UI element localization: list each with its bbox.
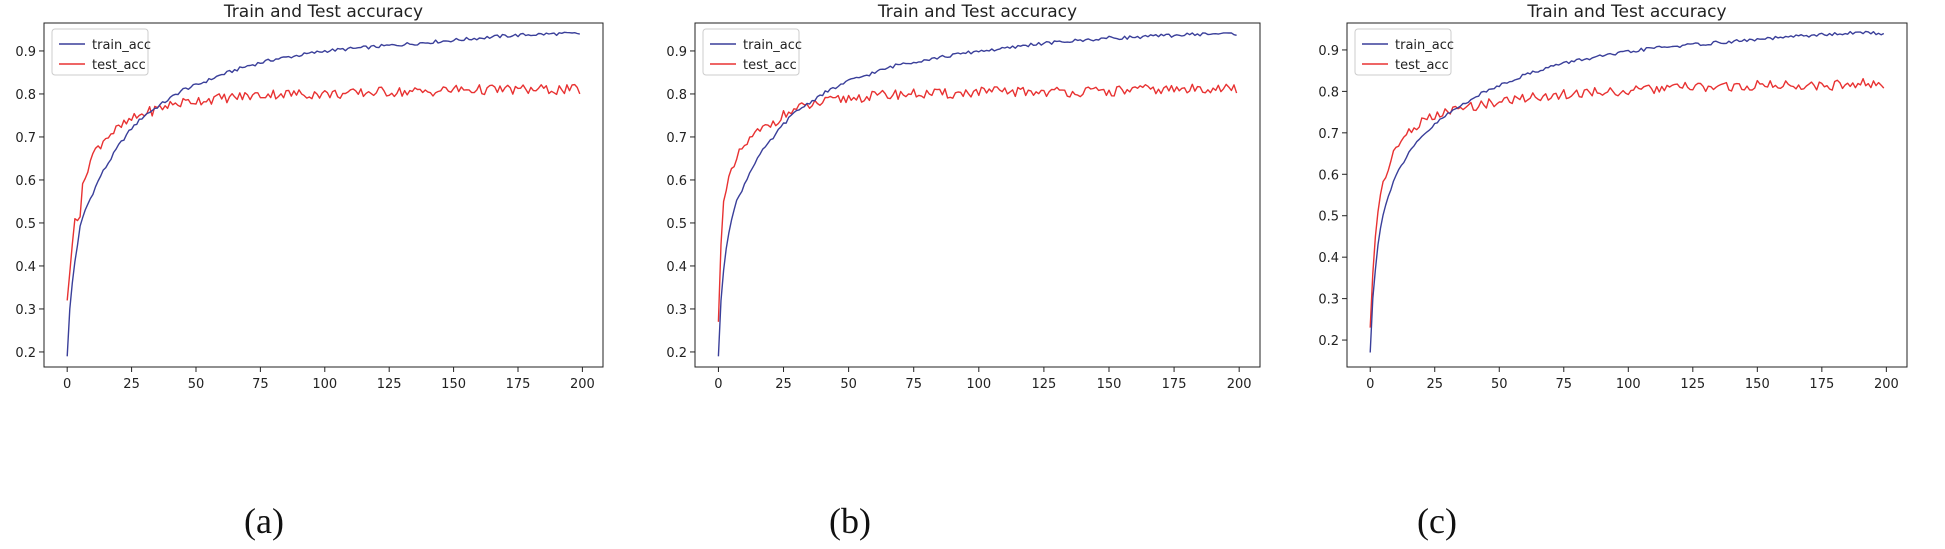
y-tick-label: 0.6 bbox=[15, 174, 36, 189]
y-tick-label: 0.9 bbox=[15, 45, 36, 60]
series-line-test_acc bbox=[66, 83, 581, 301]
x-tick-label: 0 bbox=[63, 377, 71, 392]
y-tick-label: 0.2 bbox=[1318, 334, 1339, 349]
x-tick-label: 150 bbox=[1745, 377, 1770, 392]
legend-label: train_acc bbox=[92, 38, 151, 53]
chart-title: Train and Test accuracy bbox=[877, 2, 1077, 22]
chart-panel-c: Train and Test accuracy 0.2 0.3 0.4 0.5 0.6 0.… bbox=[1305, 0, 1945, 549]
plot-frame bbox=[1346, 22, 1908, 368]
plot-frame bbox=[694, 22, 1261, 368]
plot-frame bbox=[43, 22, 604, 368]
y-tick-label: 0.8 bbox=[666, 88, 687, 103]
caption-a: (a) bbox=[244, 501, 284, 541]
y-tick-label: 0.2 bbox=[666, 346, 687, 361]
x-tick-label: 150 bbox=[441, 377, 466, 392]
legend-label: train_acc bbox=[1395, 38, 1454, 53]
y-tick-label: 0.3 bbox=[666, 303, 687, 318]
x-tick-label: 0 bbox=[714, 377, 722, 392]
y-tick-label: 0.8 bbox=[1318, 85, 1339, 100]
x-tick-label: 125 bbox=[1680, 377, 1705, 392]
x-tick-label: 100 bbox=[1616, 377, 1641, 392]
legend-label: test_acc bbox=[1395, 58, 1449, 73]
y-tick-label: 0.9 bbox=[666, 45, 687, 60]
x-tick-label: 175 bbox=[1809, 377, 1834, 392]
chart-panel-b: Train and Test accuracy 0.2 0.3 0.4 0.5 0.6 0.… bbox=[652, 0, 1292, 549]
series-line-test_acc bbox=[717, 83, 1238, 322]
y-tick-label: 0.9 bbox=[1318, 44, 1339, 59]
x-tick-label: 25 bbox=[1426, 377, 1443, 392]
x-tick-label: 50 bbox=[188, 377, 205, 392]
x-tick-label: 125 bbox=[1031, 377, 1056, 392]
series-line-train_acc bbox=[717, 32, 1237, 357]
x-tick-label: 25 bbox=[123, 377, 140, 392]
series-line-test_acc bbox=[1369, 78, 1885, 328]
x-tick-label: 50 bbox=[1491, 377, 1508, 392]
x-tick-label: 175 bbox=[506, 377, 531, 392]
x-tick-label: 200 bbox=[570, 377, 595, 392]
y-tick-label: 0.3 bbox=[1318, 293, 1339, 308]
legend-label: test_acc bbox=[743, 58, 797, 73]
y-tick-label: 0.7 bbox=[666, 131, 687, 146]
y-tick-label: 0.7 bbox=[1318, 127, 1339, 142]
x-tick-label: 200 bbox=[1874, 377, 1899, 392]
y-tick-label: 0.2 bbox=[15, 346, 36, 361]
legend-label: train_acc bbox=[743, 38, 802, 53]
series-line-train_acc bbox=[66, 31, 580, 357]
x-tick-label: 150 bbox=[1097, 377, 1122, 392]
x-tick-label: 100 bbox=[966, 377, 991, 392]
y-tick-label: 0.6 bbox=[666, 174, 687, 189]
chart-b: Train and Test accuracy 0.2 0.3 0.4 0.5 0.6 0.… bbox=[666, 2, 1261, 392]
y-tick-label: 0.6 bbox=[1318, 168, 1339, 183]
x-tick-label: 200 bbox=[1227, 377, 1252, 392]
caption-b: (b) bbox=[829, 501, 871, 541]
chart-title: Train and Test accuracy bbox=[1526, 2, 1726, 22]
legend-label: test_acc bbox=[92, 58, 146, 73]
caption-c: (c) bbox=[1417, 501, 1457, 541]
x-tick-label: 0 bbox=[1366, 377, 1374, 392]
x-tick-label: 25 bbox=[775, 377, 792, 392]
x-tick-label: 100 bbox=[312, 377, 337, 392]
y-tick-label: 0.7 bbox=[15, 131, 36, 146]
y-tick-label: 0.5 bbox=[15, 217, 36, 232]
chart-a: Train and Test accuracy 0.2 0.3 0.4 0.5 0.6 0.… bbox=[15, 2, 604, 392]
x-tick-label: 75 bbox=[1556, 377, 1573, 392]
y-tick-label: 0.8 bbox=[15, 88, 36, 103]
x-tick-label: 175 bbox=[1162, 377, 1187, 392]
y-tick-label: 0.5 bbox=[666, 217, 687, 232]
x-tick-label: 75 bbox=[252, 377, 269, 392]
y-tick-label: 0.4 bbox=[666, 260, 687, 275]
x-tick-label: 50 bbox=[840, 377, 857, 392]
y-tick-label: 0.5 bbox=[1318, 210, 1339, 225]
y-tick-label: 0.4 bbox=[1318, 251, 1339, 266]
x-tick-label: 125 bbox=[377, 377, 402, 392]
x-tick-label: 75 bbox=[905, 377, 922, 392]
chart-panel-a: Train and Test accuracy 0.2 0.3 0.4 0.5 0.6 0.… bbox=[0, 0, 640, 549]
y-tick-label: 0.4 bbox=[15, 260, 36, 275]
chart-title: Train and Test accuracy bbox=[223, 2, 423, 22]
chart-c: Train and Test accuracy 0.2 0.3 0.4 0.5 0.6 0.… bbox=[1318, 2, 1908, 392]
y-tick-label: 0.3 bbox=[15, 303, 36, 318]
series-line-train_acc bbox=[1369, 30, 1885, 353]
